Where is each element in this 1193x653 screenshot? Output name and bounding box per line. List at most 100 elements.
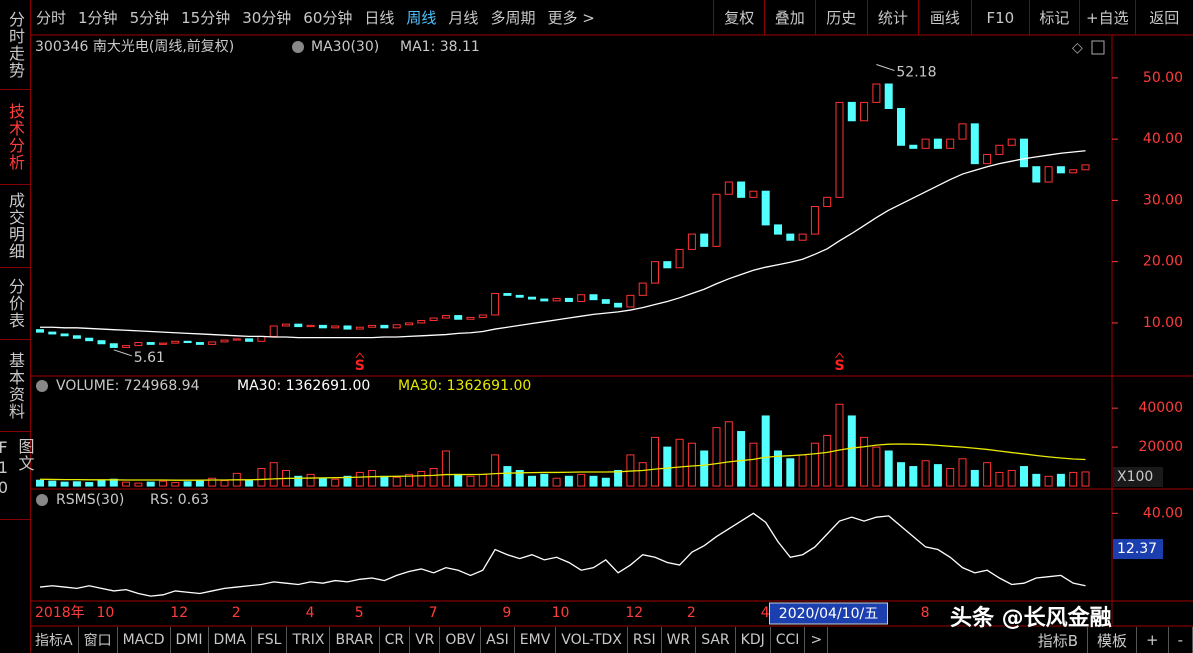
indicator-tab[interactable]: SAR <box>696 627 736 653</box>
toolbar-button[interactable]: +自选 <box>1079 0 1134 35</box>
candle <box>1056 166 1065 174</box>
side-tab[interactable]: 图文F10 <box>0 432 35 520</box>
volume-bar <box>872 446 881 487</box>
indicator-tab[interactable]: CCI <box>771 627 806 653</box>
indicator-tab[interactable]: WR <box>662 627 697 653</box>
candle <box>245 338 254 342</box>
dropdown-icon[interactable] <box>36 494 48 506</box>
indicator-tab[interactable]: 窗口 <box>79 627 118 653</box>
x-tick-label: 12 <box>170 605 188 621</box>
toolbar-button[interactable]: 标记 <box>1028 0 1080 35</box>
period-tab[interactable]: 5分钟 <box>129 9 170 27</box>
side-tab[interactable]: 成交明细 <box>0 185 30 268</box>
x-tick-label: 10 <box>97 605 115 621</box>
toolbar-button[interactable]: 画线 <box>917 0 972 35</box>
volume-bar <box>577 473 586 487</box>
period-tab[interactable]: 15分钟 <box>181 9 231 27</box>
dropdown-icon[interactable] <box>36 380 48 392</box>
period-tab[interactable]: 周线 <box>406 9 437 27</box>
x-tick-label: 5 <box>355 605 364 621</box>
cursor-date: 2020/04/10/五 <box>779 606 878 622</box>
volume-bar <box>306 473 315 487</box>
annotation-line <box>113 349 132 357</box>
side-tab[interactable]: 分时走势 <box>0 0 30 90</box>
period-tab[interactable]: 1分钟 <box>78 9 118 27</box>
candle <box>1081 164 1090 171</box>
candle <box>331 325 340 329</box>
candle <box>749 190 758 198</box>
indicator-label: MA30(30) <box>311 39 379 55</box>
marker: S <box>834 358 844 374</box>
indicator-tab[interactable]: 指标A <box>30 627 79 653</box>
indicator-tab[interactable]: VOL-TDX <box>556 627 628 653</box>
candle <box>675 248 684 269</box>
indicator-tab[interactable]: RSI <box>628 627 662 653</box>
candle <box>835 101 844 198</box>
dropdown-icon[interactable] <box>292 41 304 53</box>
window-tab[interactable]: - <box>1169 627 1193 653</box>
tab-group: 指标B 模板 + - <box>1029 627 1193 653</box>
y-tick-label: 10.00 <box>1143 315 1183 331</box>
period-tab[interactable]: 分时 <box>36 9 67 27</box>
chart-title: 300346 南大光电(周线,前复权) <box>35 38 234 55</box>
indicator-tab[interactable]: OBV <box>440 627 482 653</box>
indicator-tab[interactable]: TRIX <box>287 627 331 653</box>
toolbar-button[interactable]: 历史 <box>814 0 868 35</box>
unit-box <box>1113 467 1163 487</box>
toolbar-button[interactable]: 统计 <box>867 0 918 35</box>
candle <box>441 315 450 319</box>
volume-bar <box>921 460 930 487</box>
period-tab[interactable]: 多周期 <box>490 9 536 27</box>
candle <box>540 298 549 302</box>
y-tick-label: 20.00 <box>1143 254 1183 270</box>
side-tab[interactable]: 技术分析 <box>0 90 30 185</box>
indicator-tab[interactable]: DMA <box>209 627 252 653</box>
x-tick-label: 4 <box>306 605 315 621</box>
indicator-tab[interactable]: EMV <box>515 627 557 653</box>
icon[interactable] <box>1091 40 1105 55</box>
x-tick-label: 10 <box>552 605 570 621</box>
indicator-tab[interactable]: ASI <box>481 627 515 653</box>
candle <box>1069 169 1078 174</box>
window-tab[interactable]: 指标B <box>1029 627 1088 653</box>
candle <box>171 340 180 344</box>
candle <box>847 101 856 122</box>
indicator-tab[interactable]: FSL <box>252 627 288 653</box>
period-tab[interactable]: 30分钟 <box>242 9 292 27</box>
icon[interactable]: ◇ <box>1072 40 1083 56</box>
window-tab[interactable]: + <box>1137 627 1169 653</box>
indicator-tab[interactable]: BRAR <box>330 627 380 653</box>
marker-arrow <box>835 352 844 359</box>
volume-bar <box>687 442 696 487</box>
volume-bar <box>134 482 143 487</box>
window-tab[interactable]: 模板 <box>1088 627 1137 653</box>
indicator-tab[interactable]: MACD <box>118 627 171 653</box>
indicator-tab[interactable]: DMI <box>171 627 209 653</box>
period-tab[interactable]: 60分钟 <box>303 9 353 27</box>
volume-bar <box>700 450 709 487</box>
toolbar-button[interactable]: 叠加 <box>764 0 815 35</box>
x-tick-label: 7 <box>429 605 438 621</box>
candle <box>897 108 905 146</box>
period-tab[interactable]: 日线 <box>364 9 395 27</box>
annotation: 5.61 <box>134 350 165 366</box>
toolbar-button[interactable]: 复权 <box>713 0 764 35</box>
x-tick-label: 2 <box>687 605 696 621</box>
candle <box>774 224 782 235</box>
indicator-tab[interactable]: > <box>805 627 829 653</box>
side-tab[interactable]: 基本资料 <box>0 340 30 432</box>
side-tab[interactable]: 分价表 <box>0 268 30 340</box>
indicator-tab[interactable]: VR <box>410 627 441 653</box>
indicator-tab[interactable]: KDJ <box>736 627 771 653</box>
indicator-tab[interactable]: CR <box>380 627 411 653</box>
toolbar-button[interactable]: F10 <box>971 0 1028 35</box>
candle <box>282 323 290 327</box>
candle <box>466 316 475 320</box>
period-tab[interactable]: 更多 > <box>547 9 595 27</box>
marker: S <box>355 358 365 374</box>
volume-bar <box>712 427 721 487</box>
volume-bar <box>368 469 377 487</box>
period-tab[interactable]: 月线 <box>448 9 479 27</box>
toolbar-button[interactable]: 返回 <box>1134 0 1193 35</box>
